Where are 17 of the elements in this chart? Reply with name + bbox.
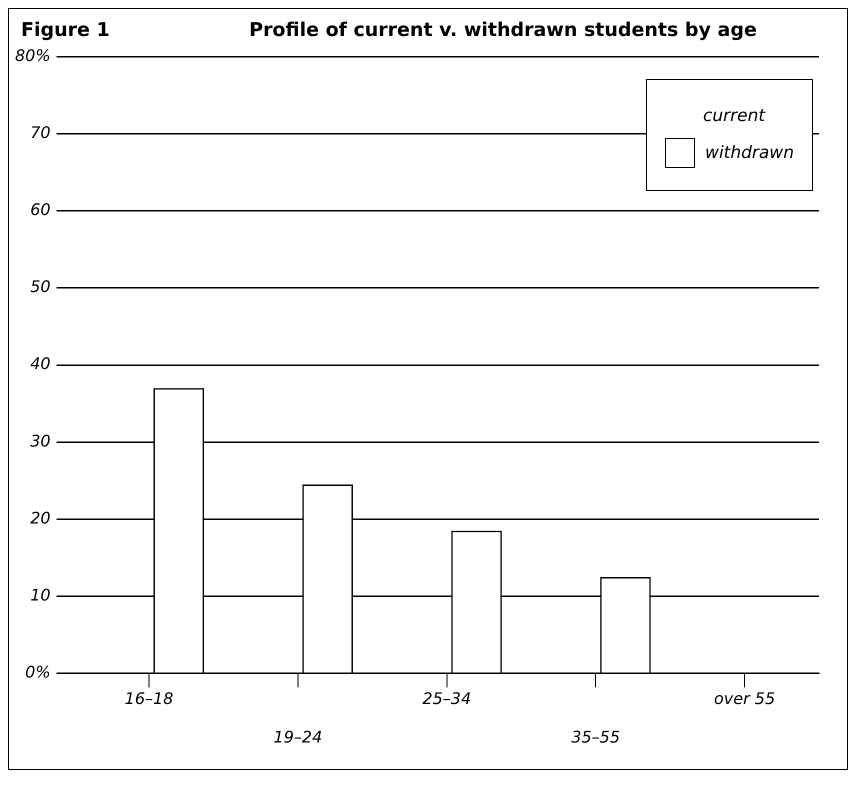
x-tick-label: 16–18 <box>124 689 174 708</box>
x-tick-label: over 55 <box>714 689 776 708</box>
legend-frame: current withdrawn <box>646 79 813 191</box>
y-tick-label: 10 <box>30 585 51 604</box>
y-tick-label: 60 <box>30 200 51 219</box>
y-tick-label: 0% <box>25 662 51 682</box>
y-tick-label: 30 <box>30 431 51 450</box>
y-tick-label: 50 <box>30 277 51 296</box>
x-tick-label: 35–55 <box>571 728 620 747</box>
chart-title: Profile of current v. withdrawn students by age <box>248 19 758 41</box>
x-tick-label: 25–34 <box>422 689 472 708</box>
x-tick-label: 19–24 <box>274 728 322 747</box>
chart-subtitle: Figure 1 <box>21 19 111 41</box>
y-tick-label: 40 <box>30 354 51 374</box>
y-tick-label: 80% <box>15 46 51 65</box>
y-tick-label: 70 <box>30 122 51 142</box>
y-tick-label: 20 <box>30 508 51 528</box>
